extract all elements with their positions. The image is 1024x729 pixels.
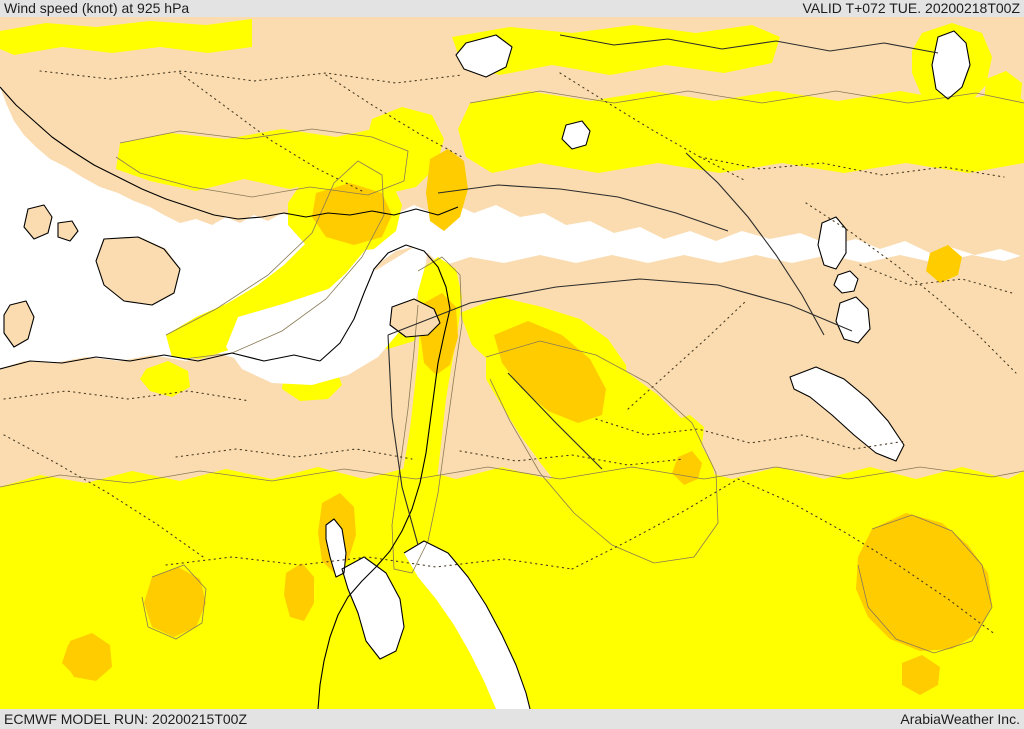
border-dotted-saudi-3 xyxy=(737,478,997,636)
sea-persian-gulf xyxy=(790,367,904,461)
wind-yellow-patch-1 xyxy=(670,415,704,453)
border-dotted-saudi-4 xyxy=(459,450,685,466)
weather-map-canvas[interactable] xyxy=(0,17,1024,709)
provider-label: ArabiaWeather Inc. xyxy=(900,711,1020,727)
wind-amber-levant xyxy=(426,149,468,231)
wind-amber-red-sea-1 xyxy=(284,563,314,621)
wind-amber-patch-2 xyxy=(926,245,962,283)
wind-yellow-black-sea xyxy=(0,19,252,55)
gulf-of-suez xyxy=(326,519,346,577)
border-solid-jordan-saudi xyxy=(387,334,419,546)
sea-mediterranean xyxy=(226,225,430,385)
border-dotted-egypt-2 xyxy=(3,390,251,402)
lake-tuz xyxy=(562,121,590,149)
wind-yellow-patch-4 xyxy=(524,575,564,611)
wind-amber-gulf-tail xyxy=(902,655,940,695)
border-solid-iraq-saudi xyxy=(507,372,603,470)
border-dotted-anatolia-3 xyxy=(325,74,463,158)
wind-yellow-caspian-blob xyxy=(984,71,1022,115)
wind-amber-anatolia xyxy=(312,183,392,245)
wind-amber-red-sea-2 xyxy=(62,639,94,675)
wind-yellow-med-east xyxy=(362,107,444,193)
border-dotted-iran-3 xyxy=(859,264,1013,294)
wind-yellow-med-small2 xyxy=(140,361,190,397)
border-dotted-gulf-2 xyxy=(627,300,747,410)
border-dotted-anatolia-1 xyxy=(39,70,463,84)
border-dotted-syria-desert xyxy=(559,72,747,182)
lake-urmia xyxy=(818,217,846,269)
land-aegean-island-2 xyxy=(58,221,78,241)
wind-amber-gulf xyxy=(856,513,992,651)
sea-black xyxy=(456,35,512,77)
land-rhodes xyxy=(24,205,52,239)
border-dotted-gulf-1 xyxy=(595,418,907,450)
border-layer xyxy=(3,34,1017,636)
lake-small-iran xyxy=(834,271,858,293)
sea-red xyxy=(404,541,530,709)
sea-red-lower xyxy=(342,557,404,659)
border-dotted-saudi-1 xyxy=(165,556,573,570)
coastline-layer xyxy=(0,30,971,709)
border-solid-iran-west xyxy=(685,152,825,336)
land-cyprus xyxy=(390,299,440,337)
border-dotted-anatolia-2 xyxy=(179,72,363,192)
contour-line-layer xyxy=(0,90,1024,654)
model-run-label: ECMWF MODEL RUN: 20200215T00Z xyxy=(4,711,247,727)
border-solid-syria-iraq xyxy=(387,278,853,336)
wind-amber-arabia-sw xyxy=(144,567,206,637)
valid-time-label: VALID T+072 TUE. 20200218T00Z xyxy=(802,0,1020,16)
page-title: Wind speed (knot) at 925 hPa xyxy=(4,0,190,16)
land-aegean-island-1 xyxy=(4,301,34,347)
header-bar: Wind speed (knot) at 925 hPa VALID T+072… xyxy=(0,0,1024,17)
border-dotted-egypt-1 xyxy=(175,448,413,460)
inland-water-layer xyxy=(226,31,970,709)
footer-bar: ECMWF MODEL RUN: 20200215T00Z ArabiaWeat… xyxy=(0,709,1024,729)
land-crete xyxy=(96,237,180,305)
wind-yellow-arabia-field xyxy=(0,467,1024,709)
border-dotted-iran-2 xyxy=(805,202,1017,374)
border-solid-north xyxy=(559,34,939,54)
map-svg xyxy=(0,17,1024,709)
border-dotted-west xyxy=(3,434,207,560)
sea-caspian xyxy=(932,31,970,99)
border-dotted-saudi-2 xyxy=(571,478,739,570)
lake-gulf-inlet xyxy=(836,297,870,343)
border-solid-turkey-syria xyxy=(437,184,729,232)
wind-yellow-north-syria xyxy=(452,25,780,75)
wind-yellow-north-iraq xyxy=(458,91,1024,173)
